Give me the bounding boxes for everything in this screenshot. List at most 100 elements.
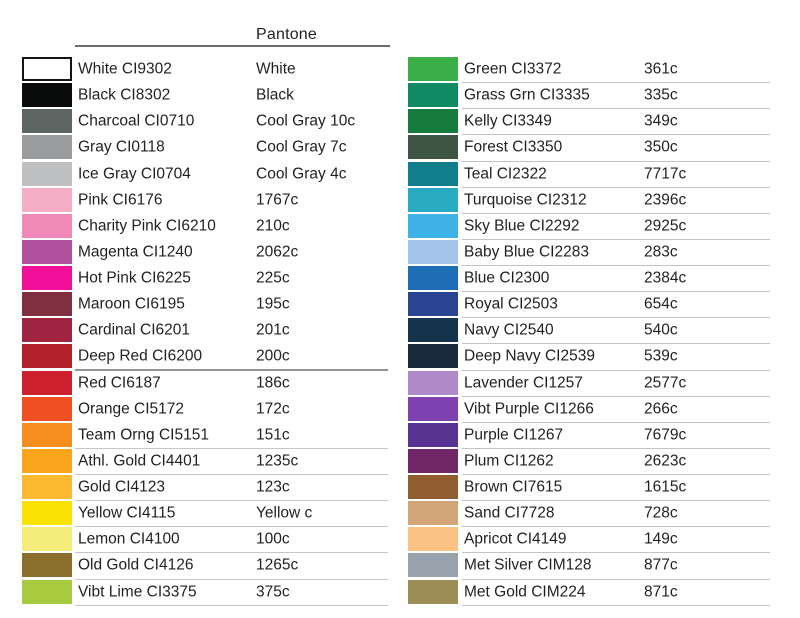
pantone-value: 7679c (644, 426, 687, 443)
color-name-label: Orange CI5172 (78, 399, 184, 417)
color-swatch (408, 57, 458, 81)
color-name-label: Deep Red CI6200 (78, 347, 203, 365)
pantone-value: 1265c (256, 556, 299, 574)
pantone-value: 728c (644, 504, 678, 522)
color-name-label: Teal CI2322 (464, 164, 547, 182)
pantone-value: 149c (644, 530, 678, 548)
pantone-value: White (256, 60, 296, 78)
pantone-value: 225c (256, 269, 290, 287)
pantone-value: 1235c (256, 452, 299, 470)
color-row: Met Gold CIM224 871c (0, 579, 800, 606)
color-row: Forest CI3350 350c (0, 135, 800, 162)
color-swatch (408, 187, 458, 212)
color-name-label: Sand CI7728 (464, 504, 555, 522)
color-swatch (408, 448, 458, 473)
pantone-value: 100c (256, 530, 290, 548)
color-row: Black CI8302 Black (0, 83, 800, 109)
pantone-value: 266c (644, 399, 678, 417)
right-color-column: Green CI3372 361c Grass Grn CI3335 335c Kell… (0, 57, 800, 606)
color-row: Baby Blue CI2283 283c (0, 239, 800, 267)
pantone-value: 654c (644, 295, 678, 313)
color-row: Sky Blue CI2292 2925c (0, 213, 800, 241)
color-name-label: Ice Gray CI0704 (78, 164, 191, 182)
color-name-label: Grass Grn CI3335 (464, 86, 590, 104)
pantone-value: 2925c (644, 217, 687, 234)
color-swatch (22, 396, 72, 421)
color-swatch (408, 579, 458, 604)
color-name-label: Lavender CI1257 (464, 373, 583, 391)
color-swatch (408, 422, 458, 447)
color-row: Green CI3372 361c (0, 57, 800, 84)
pantone-value: 871c (644, 582, 678, 600)
color-swatch (22, 553, 72, 578)
pantone-value: 361c (644, 60, 678, 78)
color-swatch (408, 370, 458, 395)
color-row: Lavender CI1257 2577c (0, 370, 800, 397)
pantone-value: 2623c (644, 452, 687, 470)
color-row: Royal CI2503 654c (0, 292, 800, 319)
color-swatch (408, 501, 458, 526)
color-row: Gold CI4123 123c (0, 475, 800, 502)
pantone-value: 1615c (644, 478, 687, 496)
pantone-value: 2384c (644, 269, 687, 287)
color-row: Sand CI7728 728c (0, 501, 800, 528)
color-row: Plum CI1262 2623c (0, 448, 800, 476)
color-row: Pink CI6176 1767c (0, 187, 800, 214)
color-row: Ice Gray CI0704 Cool Gray 4c (0, 161, 800, 188)
pantone-value: 195c (256, 295, 290, 313)
color-swatch (408, 213, 458, 238)
pantone-column-header: Pantone (256, 26, 318, 43)
color-swatch (22, 370, 72, 395)
pantone-value: Yellow c (256, 504, 313, 522)
color-swatch (22, 161, 72, 186)
color-swatch (22, 57, 72, 81)
color-row: Apricot CI4149 149c (0, 527, 800, 554)
color-swatch (408, 396, 458, 421)
color-swatch (22, 213, 72, 238)
pantone-value: Cool Gray 10c (256, 112, 356, 130)
pantone-value: 1767c (256, 190, 299, 208)
color-swatch (408, 161, 458, 186)
color-name-label: Lemon CI4100 (78, 530, 180, 548)
color-swatch (22, 292, 72, 317)
color-name-label: Kelly CI3349 (464, 112, 552, 130)
pantone-value: 210c (256, 217, 290, 234)
color-name-label: Turquoise CI2312 (464, 190, 587, 208)
color-swatch (22, 344, 72, 369)
color-name-label: Pink CI6176 (78, 190, 163, 208)
color-row: Vibt Lime CI3375 375c (0, 579, 800, 606)
color-row: White CI9302 White (0, 57, 800, 83)
color-row: Red CI6187 186c (0, 370, 800, 397)
color-name-label: Deep Navy CI2539 (464, 347, 595, 365)
color-name-label: Purple CI1267 (464, 426, 564, 443)
color-row: Magenta CI1240 2062c (0, 239, 800, 266)
color-row: Met Silver CIM128 877c (0, 553, 800, 580)
color-name-label: Old Gold CI4126 (78, 556, 194, 574)
color-row: Vibt Purple CI1266 266c (0, 396, 800, 423)
pantone-value: Black (256, 86, 294, 104)
color-swatch (408, 239, 458, 264)
pantone-value: 123c (256, 478, 290, 496)
color-row: Grass Grn CI3335 335c (0, 83, 800, 110)
color-name-label: Brown CI7615 (464, 478, 563, 496)
pantone-value: 283c (644, 243, 678, 261)
color-row: Kelly CI3349 349c (0, 109, 800, 136)
color-name-label: Forest CI3350 (464, 138, 563, 156)
color-name-label: Magenta CI1240 (78, 243, 193, 261)
header-divider (75, 45, 390, 47)
color-swatch (22, 527, 72, 552)
pantone-value: Cool Gray 4c (256, 164, 347, 182)
color-row: Old Gold CI4126 1265c (0, 553, 800, 580)
color-row: Brown CI7615 1615c (0, 475, 800, 502)
color-name-label: Sky Blue CI2292 (464, 217, 580, 234)
color-row: Cardinal CI6201 201c (0, 318, 800, 344)
color-row: Gray CI0118 Cool Gray 7c (0, 135, 800, 161)
color-row: Maroon CI6195 195c (0, 292, 800, 318)
color-swatch (408, 553, 458, 578)
color-swatch (408, 527, 458, 552)
color-name-label: Blue CI2300 (464, 269, 550, 287)
color-swatch (22, 475, 72, 499)
pantone-value: 7717c (644, 164, 687, 182)
color-row: Yellow CI4115 Yellow c (0, 501, 800, 528)
